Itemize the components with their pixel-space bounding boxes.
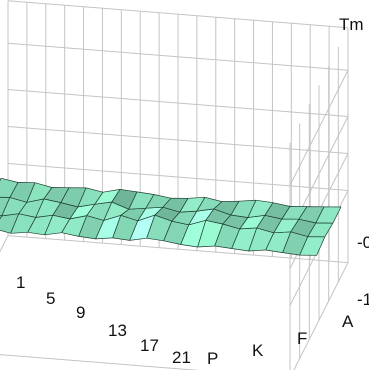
y-tick-label: P [207,349,218,368]
z-tick-label: -1 [357,290,369,309]
floor-edge-left [0,235,9,253]
x-tick-label: 1 [16,273,25,292]
back-wall-hline [7,163,349,191]
y-tick-label: A [342,312,354,331]
y-tick-label: F [297,329,307,348]
back-wall-hline [7,235,349,264]
x-tick-label: 9 [76,303,85,322]
surface-mesh [0,177,342,256]
back-wall-hline [7,89,349,117]
side-wall-hline [293,262,349,370]
x-tick-label: 21 [172,348,191,367]
y-tick-label: K [252,341,264,360]
z-tick-label: -0 [357,233,369,252]
grid-walls [0,0,349,370]
back-wall-hline [7,42,349,71]
z-axis-title: Tm [339,15,364,34]
back-wall-hline [7,0,349,29]
side-wall-hline [289,70,349,186]
x-tick-label: 13 [108,321,127,340]
x-tick-label: 5 [46,289,55,308]
axis-labels: 1 5 9 13 17 21 P K F A -0 -1 [16,233,369,368]
surface-patch [315,206,342,224]
back-wall-hline [7,126,349,154]
x-tick-label: 17 [140,336,159,355]
floor-edge-front [0,354,200,370]
